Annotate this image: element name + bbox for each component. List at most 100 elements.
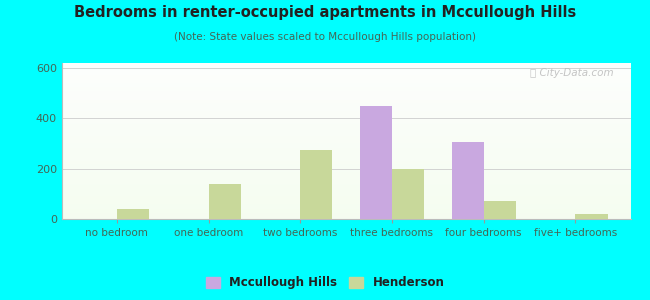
- Bar: [62, 103, 630, 104]
- Bar: [62, 107, 630, 108]
- Bar: [62, 96, 630, 97]
- Bar: [62, 183, 630, 184]
- Bar: [62, 209, 630, 210]
- Bar: [62, 122, 630, 123]
- Bar: [62, 213, 630, 214]
- Bar: [62, 88, 630, 89]
- Bar: [62, 124, 630, 125]
- Bar: [62, 215, 630, 216]
- Bar: [62, 144, 630, 145]
- Bar: [62, 192, 630, 193]
- Bar: [62, 65, 630, 66]
- Bar: [62, 165, 630, 166]
- Bar: [62, 86, 630, 87]
- Bar: [62, 158, 630, 159]
- Bar: [62, 129, 630, 130]
- Bar: [62, 147, 630, 148]
- Bar: [62, 120, 630, 121]
- Bar: [62, 118, 630, 119]
- Bar: [62, 76, 630, 77]
- Bar: [62, 99, 630, 100]
- Bar: [62, 118, 630, 119]
- Bar: [62, 98, 630, 99]
- Text: (Note: State values scaled to Mccullough Hills population): (Note: State values scaled to Mccullough…: [174, 32, 476, 41]
- Bar: [62, 69, 630, 70]
- Bar: [62, 105, 630, 106]
- Bar: [62, 163, 630, 164]
- Bar: [62, 191, 630, 192]
- Bar: [62, 134, 630, 135]
- Bar: [62, 177, 630, 178]
- Bar: [62, 211, 630, 212]
- Bar: [62, 217, 630, 218]
- Bar: [62, 77, 630, 78]
- Bar: [62, 133, 630, 134]
- Bar: [62, 167, 630, 168]
- Bar: [62, 159, 630, 160]
- Bar: [62, 203, 630, 204]
- Bar: [62, 193, 630, 194]
- Bar: [62, 182, 630, 183]
- Bar: [62, 202, 630, 203]
- Bar: [62, 187, 630, 188]
- Bar: [62, 128, 630, 129]
- Bar: [62, 63, 630, 64]
- Bar: [62, 108, 630, 109]
- Bar: [62, 136, 630, 137]
- Bar: [62, 93, 630, 94]
- Bar: [62, 180, 630, 181]
- Bar: [62, 79, 630, 80]
- Bar: [62, 184, 630, 185]
- Bar: [62, 75, 630, 76]
- Bar: [62, 139, 630, 140]
- Bar: [62, 179, 630, 180]
- Bar: [62, 82, 630, 83]
- Bar: [62, 121, 630, 122]
- Bar: [62, 148, 630, 149]
- Bar: [62, 119, 630, 120]
- Bar: [62, 174, 630, 175]
- Bar: [62, 101, 630, 102]
- Bar: [62, 142, 630, 143]
- Bar: [62, 157, 630, 158]
- Bar: [62, 104, 630, 105]
- Bar: [62, 141, 630, 142]
- Bar: [62, 66, 630, 67]
- Bar: [62, 146, 630, 147]
- Bar: [62, 78, 630, 79]
- Bar: [452, 142, 484, 219]
- Bar: [62, 132, 630, 133]
- Bar: [62, 200, 630, 201]
- Bar: [62, 123, 630, 124]
- Bar: [62, 199, 630, 200]
- Bar: [575, 214, 608, 219]
- Bar: [62, 160, 630, 161]
- Bar: [62, 85, 630, 86]
- Bar: [62, 70, 630, 71]
- Bar: [62, 154, 630, 155]
- Bar: [62, 173, 630, 174]
- Bar: [62, 212, 630, 213]
- Bar: [62, 164, 630, 165]
- Bar: [62, 166, 630, 167]
- Bar: [62, 205, 630, 206]
- Bar: [62, 90, 630, 91]
- Bar: [117, 209, 149, 219]
- Bar: [62, 151, 630, 152]
- Bar: [62, 201, 630, 202]
- Bar: [62, 145, 630, 146]
- Bar: [62, 87, 630, 88]
- Bar: [484, 201, 516, 219]
- Bar: [62, 73, 630, 74]
- Bar: [62, 153, 630, 154]
- Bar: [62, 109, 630, 110]
- Bar: [62, 110, 630, 111]
- Bar: [392, 169, 424, 219]
- Bar: [62, 172, 630, 173]
- Bar: [62, 152, 630, 153]
- Bar: [62, 100, 630, 101]
- Bar: [62, 149, 630, 150]
- Legend: Mccullough Hills, Henderson: Mccullough Hills, Henderson: [201, 272, 449, 294]
- Bar: [62, 83, 630, 84]
- Bar: [62, 185, 630, 186]
